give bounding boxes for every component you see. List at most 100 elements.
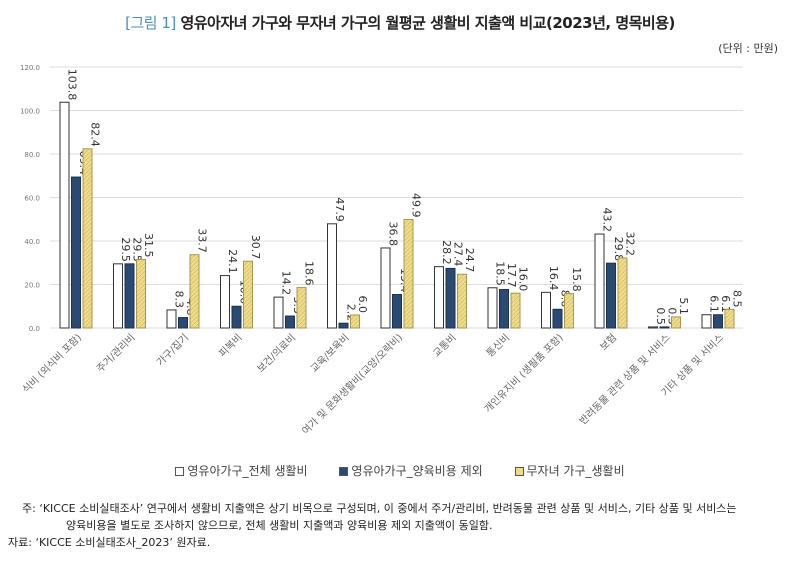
- bar: [499, 289, 509, 329]
- data-label: 14.2: [280, 271, 293, 296]
- data-label: 0.5: [654, 307, 667, 325]
- bar: [338, 322, 349, 329]
- bar: [296, 287, 307, 329]
- y-tick-label: 60.0: [24, 195, 40, 203]
- notes: 주: ‘KICCE 소비실태조사’ 연구에서 생활비 지출액은 상기 비목으로 …: [8, 500, 737, 551]
- bar: [124, 263, 135, 329]
- bar: [541, 291, 551, 329]
- bar: [380, 247, 391, 329]
- y-tick-label: 120.0: [20, 64, 40, 72]
- bar: [594, 233, 605, 329]
- data-label: 5.1: [677, 297, 690, 315]
- bar: [113, 263, 123, 329]
- legend-item: 영유아가구_전체 생활비: [175, 464, 308, 478]
- figure-title: [그림 1] 영유아자녀 가구와 무자녀 가구의 월평균 생활비 지출액 비교(…: [0, 12, 800, 33]
- bar: [285, 315, 295, 329]
- bar: [487, 287, 498, 329]
- data-label: 8.5: [731, 290, 744, 308]
- legend-item: 영유아가구_양육비용 제외: [339, 464, 483, 478]
- y-tick-label: 100.0: [20, 108, 40, 116]
- bar: [617, 257, 628, 329]
- data-label: 82.4: [89, 122, 102, 147]
- data-label: 36.8: [387, 221, 400, 246]
- bar: [659, 326, 670, 329]
- bar: [564, 293, 574, 329]
- y-tick-label: 40.0: [24, 238, 40, 246]
- data-label: 24.1: [226, 249, 239, 274]
- bar: [457, 273, 467, 329]
- bar: [606, 262, 616, 329]
- bar: [82, 148, 93, 329]
- data-label: 6.1: [708, 295, 721, 313]
- bar: [724, 309, 735, 329]
- data-label: 16.0: [517, 267, 530, 292]
- y-tick-label: 20.0: [24, 282, 40, 290]
- bar: [701, 314, 712, 329]
- data-label: 29.5: [119, 237, 132, 262]
- bar: [552, 308, 563, 329]
- data-label: 16.4: [547, 266, 560, 291]
- data-label: 6.0: [356, 295, 369, 313]
- data-label: 28.2: [440, 240, 453, 265]
- legend-label: 무자녀 가구_생활비: [526, 464, 625, 478]
- bar: [273, 296, 284, 329]
- data-label: 29.5: [131, 237, 144, 262]
- data-label: 29.8: [612, 237, 625, 262]
- legend-swatch: [514, 467, 524, 476]
- legend-swatch: [339, 467, 349, 476]
- data-label: 33.7: [196, 228, 209, 253]
- legend-label: 영유아가구_양육비용 제외: [351, 464, 483, 478]
- legend-swatch: [175, 467, 185, 476]
- bar-chart: 0.020.040.060.080.0100.0120.0103.869.482…: [20, 64, 744, 437]
- bar: [327, 223, 337, 329]
- bar: [231, 305, 242, 329]
- bar: [713, 314, 723, 329]
- source-line: 자료: ‘KICCE 소비실태조사_2023’ 원자료.: [8, 536, 211, 549]
- bar: [671, 316, 681, 329]
- category-label: 보험: [598, 332, 620, 354]
- bar: [220, 275, 230, 329]
- note-line: 양육비용을 별도로 조사하지 않으므로, 전체 생활비 지출액과 양육비용 제외…: [66, 519, 493, 532]
- category-label: 가구/집기: [154, 332, 191, 369]
- bar: [243, 260, 253, 329]
- data-label: 32.2: [624, 231, 637, 256]
- data-label: 6.1: [719, 295, 732, 313]
- category-label: 여가 및 문화생활비(교양/오락비): [299, 331, 405, 437]
- category-label: 교육/보육비: [308, 332, 351, 375]
- category-label: 식비 (외식비 포함): [20, 332, 84, 396]
- bar: [648, 326, 658, 329]
- legend-item: 무자녀 가구_생활비: [514, 464, 625, 478]
- data-label: 103.8: [66, 69, 79, 101]
- category-label: 교통비: [431, 332, 459, 360]
- data-label: 8.3: [173, 290, 186, 308]
- data-label: 49.9: [410, 193, 423, 218]
- data-label: 24.7: [463, 248, 476, 273]
- data-label: 43.2: [601, 208, 614, 233]
- bar: [136, 258, 146, 329]
- data-label: 47.9: [333, 197, 346, 222]
- bar: [434, 266, 444, 329]
- y-tick-label: 0.0: [29, 325, 40, 333]
- legend-label: 영유아가구_전체 생활비: [187, 464, 308, 478]
- data-label: 18.5: [494, 261, 507, 286]
- data-label: 31.5: [142, 233, 155, 258]
- data-label: 17.7: [505, 263, 518, 288]
- category-label: 피복비: [217, 332, 245, 360]
- bar: [166, 309, 177, 329]
- category-label: 통신비: [484, 332, 512, 360]
- title-text: 영유아자녀 가구와 무자녀 가구의 월평균 생활비 지출액 비교(2023년, …: [180, 14, 675, 32]
- data-label: 15.8: [570, 267, 583, 292]
- category-label: 반려동물 관련 상품 및 서비스: [577, 332, 673, 428]
- data-label: 30.7: [249, 235, 262, 260]
- category-label: 주거/관리비: [94, 332, 137, 375]
- y-tick-label: 80.0: [24, 151, 40, 159]
- bar: [178, 317, 188, 329]
- category-label: 보건/의료비: [255, 332, 298, 375]
- unit-label: (단위 : 만원): [718, 42, 778, 55]
- bar: [71, 176, 81, 329]
- data-label: 18.6: [303, 261, 316, 286]
- data-label: 27.4: [452, 242, 465, 267]
- bar: [59, 101, 70, 329]
- bar: [350, 314, 360, 329]
- bar: [403, 218, 414, 329]
